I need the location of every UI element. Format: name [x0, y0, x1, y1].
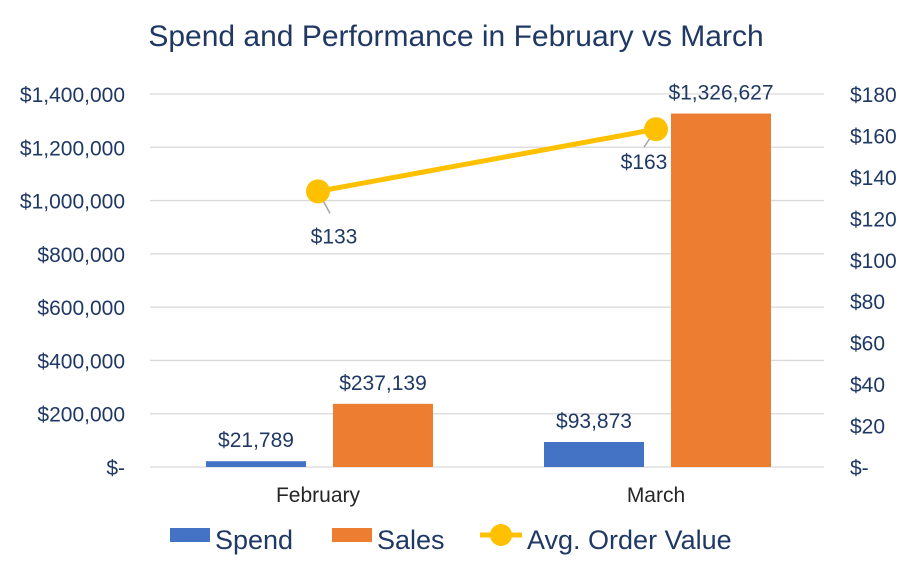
left-axis-tick-label: $1,200,000: [20, 137, 125, 160]
legend-label-avg-order-value: Avg. Order Value: [527, 525, 732, 555]
left-axis-tick-label: $600,000: [37, 297, 125, 320]
x-axis-tick-label: March: [627, 484, 685, 507]
right-axis-tick-label: $140: [850, 167, 897, 190]
sales-bar: [671, 113, 771, 468]
right-axis-tick-label: $20: [850, 416, 885, 439]
right-axis-tick-label: $-: [850, 457, 869, 480]
left-axis-tick-label: $800,000: [37, 244, 125, 267]
legend-label-sales: Sales: [377, 525, 445, 555]
chart-title: Spend and Performance in February vs Mar…: [148, 20, 763, 53]
avg-order-value-line: [315, 126, 659, 194]
avg-order-value-data-label: $133: [311, 225, 358, 248]
left-axis-tick-label: $1,000,000: [20, 191, 125, 214]
right-axis-tick-label: $40: [850, 374, 885, 397]
x-axis-tick-label: February: [276, 484, 361, 507]
avg-order-value-data-label: $163: [621, 151, 668, 174]
right-axis-tick-label: $160: [850, 125, 897, 148]
left-axis-tick-label: $400,000: [37, 350, 125, 373]
left-axis-tick-label: $-: [106, 457, 125, 480]
legend-swatch-avg-order-value-marker: [490, 524, 512, 546]
right-axis-tick-label: $120: [850, 208, 897, 231]
legend-swatch-spend: [170, 528, 210, 542]
avg-order-value-point: [306, 179, 330, 204]
sales-data-label: $237,139: [339, 372, 427, 395]
legend-label-spend: Spend: [215, 525, 293, 555]
spend-bar: [544, 441, 644, 467]
sales-data-label: $1,326,627: [668, 82, 773, 105]
right-axis-tick-label: $180: [850, 84, 897, 107]
left-axis-tick-label: $200,000: [37, 404, 125, 427]
spend-data-label: $21,789: [218, 429, 294, 452]
left-axis-tick-label: $1,400,000: [20, 84, 125, 107]
right-axis-tick-label: $60: [850, 333, 885, 356]
right-axis-tick-label: $80: [850, 291, 885, 314]
avg-order-value-point: [644, 117, 668, 142]
spend-bar: [206, 461, 306, 467]
legend-swatch-sales: [332, 528, 372, 542]
sales-bar: [333, 403, 433, 467]
spend-data-label: $93,873: [556, 410, 632, 433]
right-axis-tick-label: $100: [850, 250, 897, 273]
